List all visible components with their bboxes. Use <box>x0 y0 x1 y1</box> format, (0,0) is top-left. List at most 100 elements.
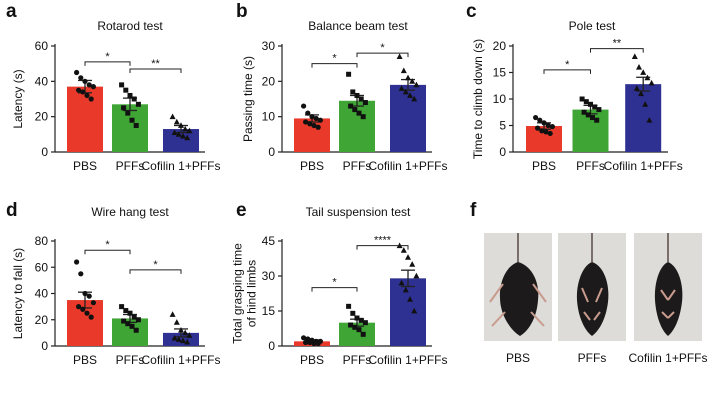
data-point <box>186 332 193 338</box>
data-point <box>131 96 137 102</box>
data-point <box>74 259 80 265</box>
data-point <box>535 125 541 131</box>
data-point <box>413 81 420 88</box>
data-point <box>180 132 186 139</box>
data-point <box>178 327 184 333</box>
y-tick-label: 60 <box>35 260 49 274</box>
data-point <box>313 115 319 122</box>
data-point <box>547 130 553 137</box>
x-category-label: PBS <box>300 353 324 367</box>
y-tick-label: 30 <box>262 269 276 283</box>
significance-bracket <box>311 287 358 292</box>
data-point <box>596 107 602 113</box>
data-point <box>303 119 309 125</box>
data-point <box>541 120 547 126</box>
panel-c-label: c <box>466 1 477 22</box>
data-point <box>129 117 135 123</box>
data-point <box>539 128 545 134</box>
data-point <box>133 327 139 333</box>
data-point <box>642 101 649 107</box>
data-point <box>579 96 585 102</box>
data-point <box>360 114 366 120</box>
data-point <box>82 78 88 84</box>
data-point <box>346 71 352 77</box>
data-point <box>180 337 186 344</box>
data-point <box>131 314 137 320</box>
data-point <box>78 75 84 81</box>
photo-pffs <box>558 233 626 341</box>
x-category-label: PFFs <box>343 159 372 173</box>
y-tick-label: 0 <box>268 339 275 353</box>
x-category-label: Cofilin 1+PFFs <box>368 159 447 173</box>
data-point <box>648 79 655 86</box>
data-point <box>86 293 92 299</box>
significance-bracket <box>356 52 409 58</box>
data-point <box>400 247 407 253</box>
y-tick-label: 20 <box>493 39 507 53</box>
panel-f: f PBS PFFs Cofilin 1+PFFs <box>470 200 708 365</box>
significance-bracket <box>129 269 182 274</box>
data-point <box>583 99 589 105</box>
data-point <box>581 109 587 115</box>
photo-caption-pffs: PFFs <box>578 351 607 365</box>
y-tick-label: 0 <box>499 145 506 159</box>
data-point <box>84 92 90 99</box>
data-point <box>549 123 556 130</box>
y-tick-label: 15 <box>262 304 276 318</box>
data-point <box>543 129 549 135</box>
significance-label: * <box>105 51 110 63</box>
data-point <box>590 115 595 121</box>
data-point <box>348 322 354 328</box>
data-point <box>305 110 311 116</box>
x-category-label: PFFs <box>343 353 372 367</box>
data-point <box>356 327 362 333</box>
panel-a: a Rotarod test Latency (s) 0 20 40 60 PBS PFFsCo… <box>6 1 221 173</box>
data-point <box>123 308 129 314</box>
data-point <box>352 324 358 330</box>
data-point <box>184 338 191 345</box>
data-point <box>173 118 180 125</box>
data-point <box>186 127 193 134</box>
panel-b: b Balance beam test Passing time (s) 0 10 20 3… <box>236 1 448 173</box>
panel-e-ylabel: Total grasping timeof hind limbs <box>231 243 259 344</box>
panel-c-title: Pole test <box>569 19 616 33</box>
data-point <box>405 254 411 260</box>
data-point <box>311 341 317 347</box>
y-tick-label: 10 <box>262 110 276 124</box>
data-point <box>127 92 133 98</box>
data-point <box>121 318 127 324</box>
data-point <box>121 105 127 111</box>
data-point <box>76 304 82 310</box>
x-category-label: PFFs <box>116 159 145 173</box>
photo-cofilin <box>634 233 702 341</box>
panel-b-title: Balance beam test <box>308 19 408 33</box>
data-point <box>402 88 409 95</box>
data-point <box>356 110 362 116</box>
panel-d: d Wire hang test Latency to fall (s) 0 20 40 6… <box>6 200 221 367</box>
ylabel-line: Total grasping time <box>231 243 245 344</box>
data-point <box>638 90 644 97</box>
data-point <box>411 307 418 314</box>
y-tick-label: 5 <box>499 119 506 133</box>
data-point <box>88 314 94 320</box>
data-point <box>315 341 321 347</box>
data-point <box>350 310 356 316</box>
data-point <box>362 100 368 106</box>
data-point <box>396 53 403 59</box>
y-tick-label: 60 <box>35 39 49 53</box>
data-point <box>301 103 307 109</box>
data-point <box>405 74 411 81</box>
data-point <box>594 117 600 123</box>
panel-e-title: Tail suspension test <box>306 205 411 219</box>
y-tick-label: 0 <box>268 145 275 159</box>
data-point <box>407 296 413 302</box>
data-point <box>354 92 360 98</box>
data-point <box>169 311 176 317</box>
bar-c-2 <box>625 84 662 152</box>
data-point <box>398 85 405 91</box>
panel-a-title: Rotarod test <box>97 19 163 33</box>
data-point <box>358 96 364 102</box>
panel-e-label: e <box>236 200 247 221</box>
significance-bracket <box>129 68 182 73</box>
data-point <box>533 114 539 121</box>
